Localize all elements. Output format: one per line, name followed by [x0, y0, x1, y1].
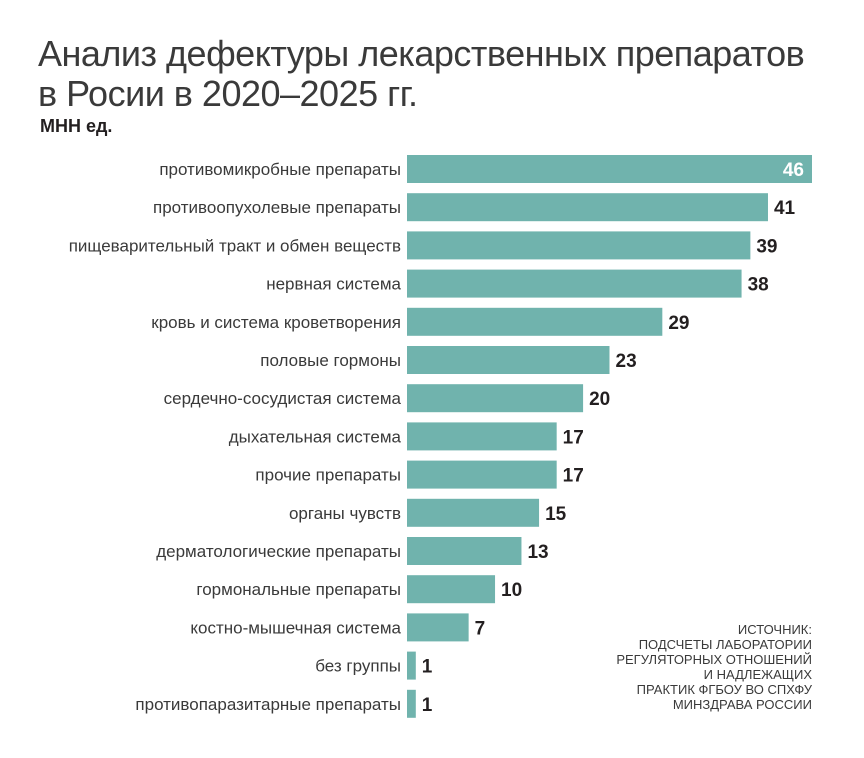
category-label-8: дыхательная система: [229, 427, 402, 446]
category-label-4: нервная система: [266, 275, 401, 294]
source-line-5: ПРАКТИК ФГБОУ ВО СПХФУ: [636, 682, 812, 697]
value-label-11: 13: [527, 542, 548, 563]
unit-label: МНН ед.: [40, 116, 113, 136]
category-label-11: дерматологические препараты: [156, 542, 401, 561]
chart-title-line-2: в Росии в 2020–2025 гг.: [38, 73, 418, 114]
source-line-6: МИНЗДРАВА РОССИИ: [672, 697, 812, 712]
bar-14: [407, 651, 416, 680]
bar-10: [407, 498, 540, 527]
category-label-6: половые гормоны: [260, 351, 401, 370]
value-label-10: 15: [545, 504, 567, 525]
source-line-1: ИСТОЧНИК:: [737, 622, 812, 637]
bar-11: [407, 537, 522, 565]
bar-5: [407, 307, 663, 336]
value-label-5: 29: [668, 313, 689, 334]
category-label-5: кровь и система кроветворения: [151, 313, 401, 332]
bar-2: [407, 193, 768, 222]
bar-8: [407, 422, 557, 451]
bar-4: [407, 269, 742, 298]
category-label-12: гормональные препараты: [196, 580, 401, 599]
bar-7: [407, 384, 584, 413]
value-label-14: 1: [422, 657, 433, 678]
category-label-15: противопаразитарные препараты: [135, 695, 401, 714]
value-label-4: 38: [748, 275, 769, 296]
bar-3: [407, 231, 751, 260]
bar-1: [407, 155, 812, 183]
chart-title-line-1: Анализ дефектуры лекарственных препарато…: [38, 33, 805, 74]
value-label-9: 17: [563, 466, 584, 487]
source-line-3: РЕГУЛЯТОРНЫХ ОТНОШЕНИЙ: [616, 652, 812, 667]
chart-title: Анализ дефектуры лекарственных препарато…: [38, 33, 805, 114]
category-label-2: противоопухолевые препараты: [153, 198, 401, 217]
bar-12: [407, 575, 496, 604]
category-label-13: костно-мышечная система: [190, 618, 401, 637]
value-label-12: 10: [501, 580, 522, 601]
value-label-6: 23: [616, 351, 637, 372]
source-line-2: ПОДСЧЕТЫ ЛАБОРАТОРИИ: [638, 637, 812, 652]
value-label-8: 17: [563, 427, 584, 448]
bar-15: [407, 689, 416, 718]
value-label-15: 1: [422, 695, 433, 716]
category-label-10: органы чувств: [289, 504, 401, 523]
category-label-14: без группы: [315, 657, 401, 676]
value-label-3: 39: [756, 236, 777, 257]
source-line-4: И НАДЛЕЖАЩИХ: [703, 667, 812, 682]
category-label-7: сердечно-сосудистая система: [164, 389, 402, 408]
category-label-9: прочие препараты: [255, 466, 401, 485]
bar-13: [407, 613, 469, 642]
value-label-13: 7: [475, 618, 486, 639]
value-label-2: 41: [774, 198, 796, 219]
value-label-7: 20: [589, 389, 610, 410]
category-label-3: пищеварительный тракт и обмен веществ: [69, 236, 401, 255]
source-note: ИСТОЧНИК: ПОДСЧЕТЫ ЛАБОРАТОРИИ РЕГУЛЯТОР…: [616, 622, 812, 712]
category-label-1: противомикробные препараты: [159, 160, 401, 179]
bar-6: [407, 346, 610, 374]
bar-9: [407, 460, 557, 489]
value-label-1: 46: [783, 160, 804, 181]
